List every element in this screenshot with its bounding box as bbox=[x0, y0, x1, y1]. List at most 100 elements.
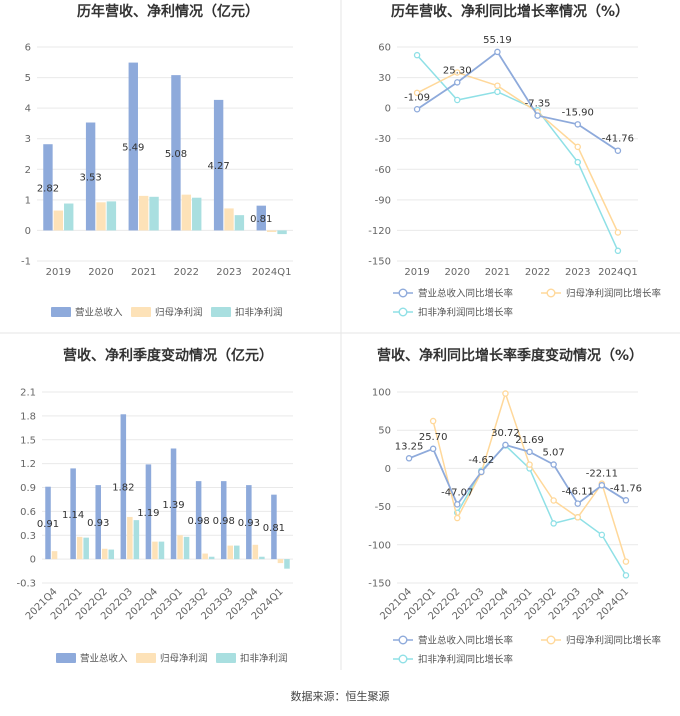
bar-归母净利润[interactable] bbox=[127, 516, 133, 560]
line-营业总收入同比增长率[interactable] bbox=[408, 443, 627, 507]
data-label: 0.98 bbox=[213, 516, 235, 527]
point-归母净利润同比增长率[interactable] bbox=[453, 69, 461, 76]
point-归母净利润同比增长率[interactable] bbox=[614, 229, 622, 236]
bar-营业总收入[interactable] bbox=[246, 485, 252, 560]
bar-归母净利润[interactable] bbox=[202, 553, 208, 560]
bar-归母净利润[interactable] bbox=[96, 202, 106, 231]
bar-归母净利润[interactable] bbox=[181, 194, 192, 231]
bar-扣非净利润[interactable] bbox=[108, 549, 115, 560]
point-扣非净利润同比增长率[interactable] bbox=[574, 158, 582, 166]
point-扣非净利润同比增长率[interactable] bbox=[614, 247, 622, 255]
point-营业总收入同比增长率[interactable] bbox=[614, 147, 622, 154]
line-营业总收入同比增长率[interactable] bbox=[416, 50, 619, 152]
bar-扣非净利润[interactable] bbox=[149, 196, 159, 231]
bar-归母净利润[interactable] bbox=[51, 551, 58, 560]
bar-营业总收入[interactable] bbox=[45, 486, 51, 560]
legend-label: 扣非净利润同比增长率 bbox=[418, 307, 514, 319]
bar-归母净利润[interactable] bbox=[224, 208, 234, 231]
point-归母净利润同比增长率[interactable] bbox=[574, 143, 582, 151]
point-扣非净利润同比增长率[interactable] bbox=[622, 572, 630, 579]
point-营业总收入同比增长率[interactable] bbox=[574, 500, 582, 507]
point-归母净利润同比增长率[interactable] bbox=[413, 89, 421, 97]
y-tick-label: 2.1 bbox=[20, 388, 36, 399]
point-营业总收入同比增长率[interactable] bbox=[429, 445, 437, 453]
point-归母净利润同比增长率[interactable] bbox=[550, 497, 557, 504]
bar-归母净利润[interactable] bbox=[138, 195, 149, 231]
point-营业总收入同比增长率[interactable] bbox=[622, 497, 630, 504]
bar-营业总收入[interactable] bbox=[95, 485, 101, 560]
point-归母净利润同比增长率[interactable] bbox=[526, 461, 533, 468]
point-归母净利润同比增长率[interactable] bbox=[453, 514, 461, 522]
bar-营业总收入[interactable] bbox=[220, 481, 227, 560]
annual-bar-chart: 历年营收、净利情况（亿元） 6 5 4 3 2 1 0 -1 2.82 3.53 5.49 5.08 4.… bbox=[21, 3, 293, 319]
bar-营业总收入[interactable] bbox=[195, 481, 202, 560]
bar-归母净利润[interactable] bbox=[53, 210, 64, 231]
point-归母净利润同比增长率[interactable] bbox=[494, 82, 501, 89]
y-tick-label: -120 bbox=[368, 226, 391, 237]
y-tick-label: -150 bbox=[368, 257, 391, 268]
point-归母净利润同比增长率[interactable] bbox=[502, 390, 509, 397]
bar-归母净利润[interactable] bbox=[101, 548, 108, 560]
point-营业总收入同比增长率[interactable] bbox=[574, 121, 582, 128]
point-营业总收入同比增长率[interactable] bbox=[453, 79, 461, 86]
y-tick-label: -150 bbox=[368, 579, 391, 590]
y-tick-label: 0.3 bbox=[20, 531, 36, 542]
point-扣非净利润同比增长率[interactable] bbox=[550, 520, 557, 527]
bar-扣非净利润[interactable] bbox=[158, 541, 165, 560]
point-营业总收入同比增长率[interactable] bbox=[405, 455, 413, 462]
point-归母净利润同比增长率[interactable] bbox=[622, 558, 630, 565]
bar-扣非净利润[interactable] bbox=[234, 545, 240, 560]
bar-营业总收入[interactable] bbox=[171, 75, 181, 231]
bar-营业总收入[interactable] bbox=[43, 144, 53, 231]
point-扣非净利润同比增长率[interactable] bbox=[413, 51, 421, 59]
bar-扣非净利润[interactable] bbox=[83, 537, 89, 560]
bar-扣非净利润[interactable] bbox=[106, 201, 117, 231]
bar-营业总收入[interactable] bbox=[145, 464, 152, 560]
bar-归母净利润[interactable] bbox=[152, 541, 158, 560]
bar-营业总收入[interactable] bbox=[128, 62, 138, 231]
line-归母净利润同比增长率[interactable] bbox=[416, 71, 619, 233]
bar-归母净利润[interactable] bbox=[277, 559, 284, 564]
point-归母净利润同比增长率[interactable] bbox=[429, 417, 437, 425]
bar-扣非净利润[interactable] bbox=[284, 559, 290, 569]
point-归母净利润同比增长率[interactable] bbox=[574, 514, 582, 521]
point-营业总收入同比增长率[interactable] bbox=[502, 441, 509, 449]
point-营业总收入同比增长率[interactable] bbox=[526, 448, 533, 456]
data-label: 5.49 bbox=[122, 143, 144, 154]
point-营业总收入同比增长率[interactable] bbox=[478, 468, 485, 476]
point-营业总收入同比增长率[interactable] bbox=[494, 48, 501, 56]
legend-label: 归母净利润同比增长率 bbox=[566, 635, 662, 647]
bar-归母净利润[interactable] bbox=[76, 536, 83, 560]
point-营业总收入同比增长率[interactable] bbox=[453, 501, 461, 508]
bar-扣非净利润[interactable] bbox=[133, 520, 140, 560]
bar-营业总收入[interactable] bbox=[70, 468, 76, 560]
point-营业总收入同比增长率[interactable] bbox=[550, 461, 557, 468]
bar-营业总收入[interactable] bbox=[271, 494, 277, 560]
point-扣非净利润同比增长率[interactable] bbox=[453, 96, 461, 104]
bar-扣非净利润[interactable] bbox=[64, 203, 74, 231]
point-扣非净利润同比增长率[interactable] bbox=[598, 531, 606, 539]
bar-营业总收入[interactable] bbox=[120, 414, 127, 560]
bar-扣非净利润[interactable] bbox=[192, 197, 202, 231]
bar-扣非净利润[interactable] bbox=[183, 536, 190, 560]
bar-营业总收入[interactable] bbox=[213, 99, 224, 231]
bar-归母净利润[interactable] bbox=[252, 544, 259, 560]
data-label: 1.14 bbox=[62, 510, 84, 521]
legend-marker bbox=[398, 307, 408, 317]
bar-扣非净利润[interactable] bbox=[208, 556, 215, 560]
point-营业总收入同比增长率[interactable] bbox=[534, 112, 541, 119]
bar-扣非净利润[interactable] bbox=[277, 230, 287, 235]
line-扣非净利润同比增长率[interactable] bbox=[416, 54, 619, 252]
bar-营业总收入[interactable] bbox=[256, 205, 266, 231]
point-扣非净利润同比增长率[interactable] bbox=[494, 88, 501, 96]
bar-归母净利润[interactable] bbox=[266, 230, 277, 232]
bar-扣非净利润[interactable] bbox=[259, 556, 265, 560]
bar-归母净利润[interactable] bbox=[177, 535, 183, 560]
point-营业总收入同比增长率[interactable] bbox=[413, 106, 421, 113]
bar-归母净利润[interactable] bbox=[227, 545, 234, 560]
point-营业总收入同比增长率[interactable] bbox=[598, 482, 606, 489]
bar-营业总收入[interactable] bbox=[170, 448, 177, 560]
data-label: 0.81 bbox=[250, 214, 272, 225]
bar-扣非净利润[interactable] bbox=[234, 215, 245, 231]
bar-营业总收入[interactable] bbox=[85, 122, 96, 231]
